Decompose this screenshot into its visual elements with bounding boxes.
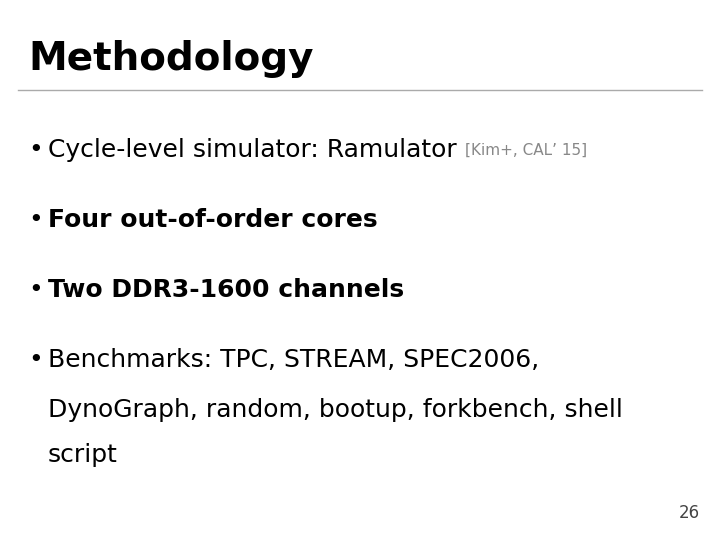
Text: script: script [48, 443, 118, 467]
Text: 26: 26 [679, 504, 700, 522]
Text: Cycle-level simulator: Ramulator: Cycle-level simulator: Ramulator [48, 138, 464, 162]
Text: Two DDR3-1600 channels: Two DDR3-1600 channels [48, 278, 404, 302]
Text: [Kim+, CAL’ 15]: [Kim+, CAL’ 15] [464, 143, 587, 158]
Text: Benchmarks: TPC, STREAM, SPEC2006,: Benchmarks: TPC, STREAM, SPEC2006, [48, 348, 539, 372]
Text: •: • [28, 208, 42, 232]
Text: •: • [28, 138, 42, 162]
Text: DynoGraph, random, bootup, forkbench, shell: DynoGraph, random, bootup, forkbench, sh… [48, 398, 623, 422]
Text: Four out-of-order cores: Four out-of-order cores [48, 208, 377, 232]
Text: •: • [28, 348, 42, 372]
Text: •: • [28, 278, 42, 302]
Text: Methodology: Methodology [28, 40, 313, 78]
